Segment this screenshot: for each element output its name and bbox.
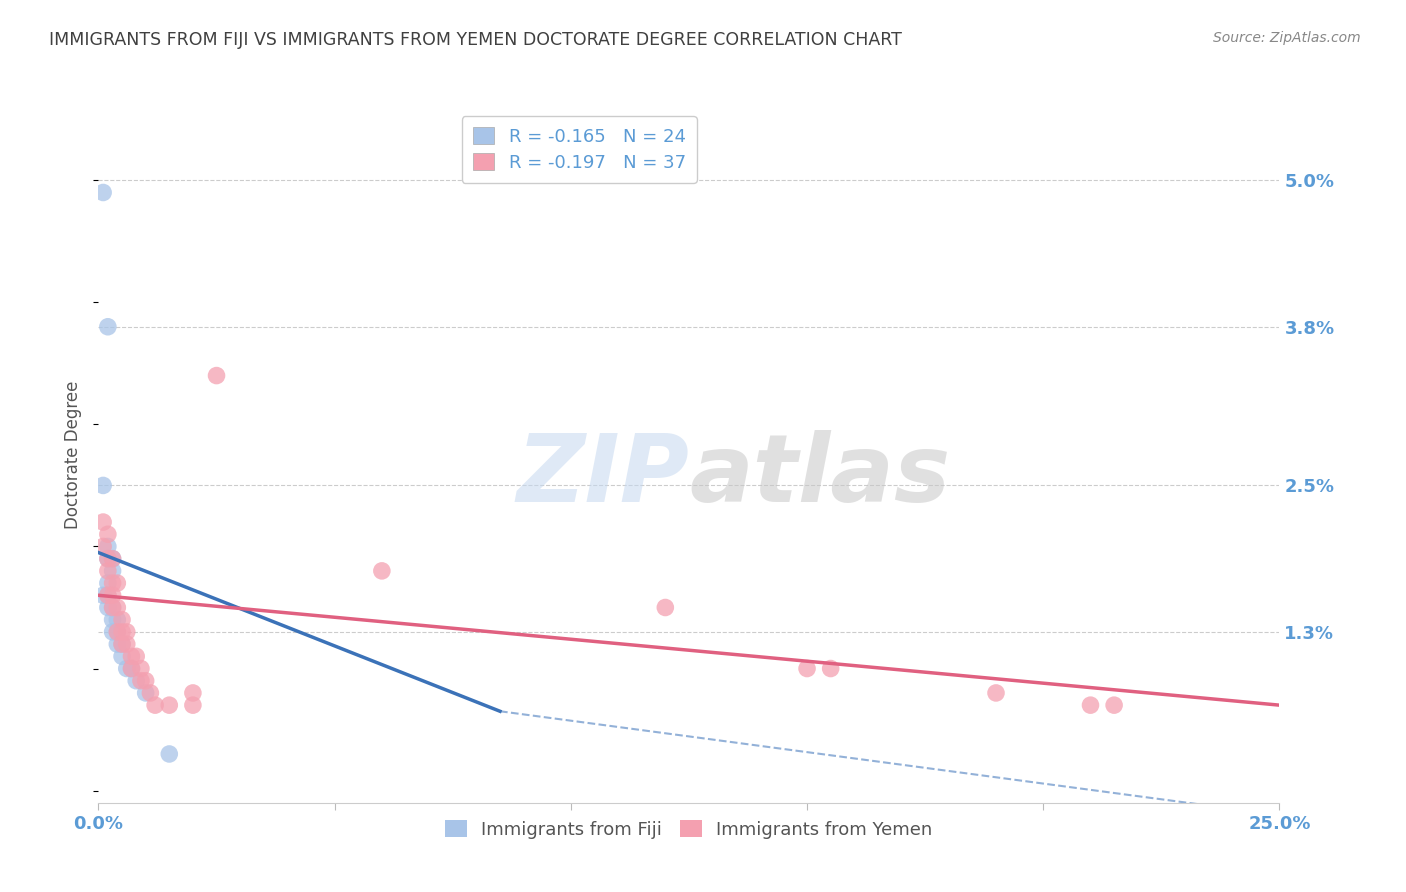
Point <box>105 613 128 627</box>
Point <box>97 600 120 615</box>
Point <box>97 319 120 334</box>
Point <box>205 368 228 383</box>
Point <box>101 564 124 578</box>
Point <box>111 649 134 664</box>
Point <box>111 613 134 627</box>
Point <box>371 564 394 578</box>
Point <box>91 515 114 529</box>
Point <box>115 637 138 651</box>
Point <box>91 478 114 492</box>
Legend: Immigrants from Fiji, Immigrants from Yemen: Immigrants from Fiji, Immigrants from Ye… <box>439 813 939 846</box>
Point <box>97 564 120 578</box>
Point <box>121 649 143 664</box>
Point <box>820 661 842 675</box>
Point <box>796 661 818 675</box>
Point <box>121 661 143 675</box>
Point <box>125 673 148 688</box>
Point <box>135 686 157 700</box>
Point <box>97 551 120 566</box>
Point <box>101 624 124 639</box>
Point <box>105 600 128 615</box>
Text: ZIP: ZIP <box>516 430 689 522</box>
Point <box>97 576 120 591</box>
Point <box>654 600 676 615</box>
Point <box>97 588 120 602</box>
Point <box>157 747 180 761</box>
Y-axis label: Doctorate Degree: Doctorate Degree <box>65 381 83 529</box>
Point <box>101 576 124 591</box>
Text: IMMIGRANTS FROM FIJI VS IMMIGRANTS FROM YEMEN DOCTORATE DEGREE CORRELATION CHART: IMMIGRANTS FROM FIJI VS IMMIGRANTS FROM … <box>49 31 903 49</box>
Point <box>115 624 138 639</box>
Point <box>101 613 124 627</box>
Point <box>91 588 114 602</box>
Point <box>97 551 120 566</box>
Point <box>125 649 148 664</box>
Point <box>101 600 124 615</box>
Point <box>181 686 204 700</box>
Point <box>111 624 134 639</box>
Point <box>139 686 162 700</box>
Point <box>91 186 114 200</box>
Point <box>129 661 152 675</box>
Point <box>105 576 128 591</box>
Point <box>101 551 124 566</box>
Point <box>97 588 120 602</box>
Point <box>1080 698 1102 713</box>
Point <box>101 551 124 566</box>
Point <box>157 698 180 713</box>
Point <box>143 698 166 713</box>
Point <box>129 673 152 688</box>
Point <box>135 673 157 688</box>
Point <box>1102 698 1125 713</box>
Point <box>105 637 128 651</box>
Point <box>111 637 134 651</box>
Point <box>984 686 1007 700</box>
Point <box>97 527 120 541</box>
Point <box>91 540 114 554</box>
Point <box>101 588 124 602</box>
Text: atlas: atlas <box>689 430 950 522</box>
Text: Source: ZipAtlas.com: Source: ZipAtlas.com <box>1213 31 1361 45</box>
Point <box>105 624 128 639</box>
Point <box>97 540 120 554</box>
Point <box>115 661 138 675</box>
Point <box>181 698 204 713</box>
Point <box>105 624 128 639</box>
Point <box>101 600 124 615</box>
Point <box>111 637 134 651</box>
Point <box>121 661 143 675</box>
